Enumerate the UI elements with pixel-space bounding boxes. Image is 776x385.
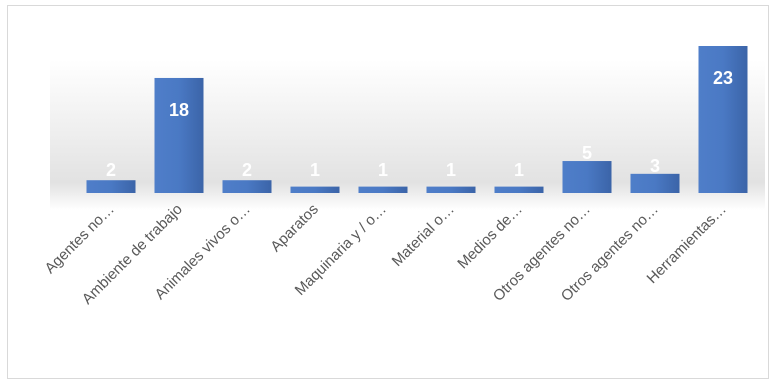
data-label-8: 3 — [650, 156, 660, 176]
category-label-6: Medios de… — [454, 201, 526, 273]
data-label-7: 5 — [582, 143, 592, 163]
category-label-5: Material o… — [389, 201, 458, 270]
bar-0 — [86, 180, 136, 193]
data-label-1: 18 — [169, 100, 189, 120]
category-label-0: Agentes no… — [42, 201, 118, 277]
data-label-0: 2 — [106, 160, 116, 180]
bar-4 — [358, 186, 408, 193]
data-labels: 2 18 2 1 1 1 1 5 3 23 — [106, 68, 733, 180]
bar-9 — [698, 46, 748, 193]
bar-3 — [290, 186, 340, 193]
data-label-9: 23 — [713, 68, 733, 88]
bars — [86, 46, 748, 193]
data-label-4: 1 — [378, 160, 388, 180]
bar-6 — [494, 186, 544, 193]
data-label-5: 1 — [446, 160, 456, 180]
bar-7 — [562, 161, 612, 193]
data-label-6: 1 — [514, 160, 524, 180]
bar-1 — [154, 77, 204, 193]
bar-5 — [426, 186, 476, 193]
bar-8 — [630, 173, 680, 193]
data-label-3: 1 — [310, 160, 320, 180]
data-label-2: 2 — [242, 160, 252, 180]
bar-2 — [222, 180, 272, 193]
